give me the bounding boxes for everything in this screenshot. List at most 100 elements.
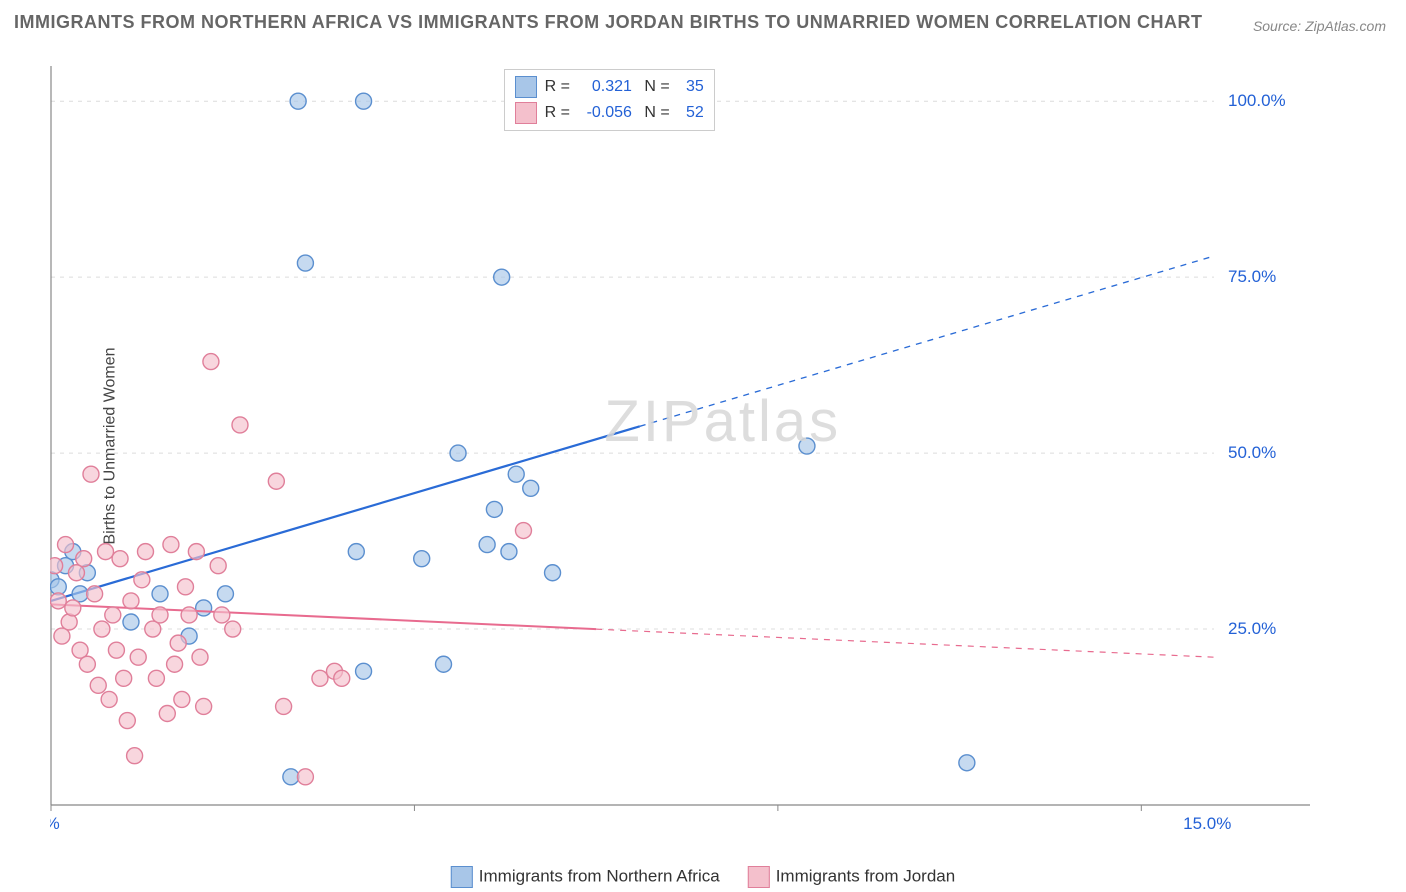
data-point bbox=[50, 558, 63, 574]
data-point bbox=[105, 607, 121, 623]
data-point bbox=[276, 698, 292, 714]
data-point bbox=[167, 656, 183, 672]
data-point bbox=[152, 586, 168, 602]
data-point bbox=[436, 656, 452, 672]
data-point bbox=[177, 579, 193, 595]
data-point bbox=[196, 698, 212, 714]
data-point bbox=[94, 621, 110, 637]
data-point bbox=[283, 769, 299, 785]
corr-n-value: 52 bbox=[678, 104, 704, 122]
data-point bbox=[486, 501, 502, 517]
legend-swatch bbox=[451, 866, 473, 888]
data-point bbox=[65, 600, 81, 616]
data-point bbox=[356, 663, 372, 679]
data-point bbox=[152, 607, 168, 623]
legend-item: Immigrants from Northern Africa bbox=[451, 866, 720, 888]
data-point bbox=[181, 607, 197, 623]
data-point bbox=[799, 438, 815, 454]
data-point bbox=[501, 544, 517, 560]
corr-r-label: R = bbox=[545, 78, 570, 96]
corr-r-value: -0.056 bbox=[578, 104, 632, 122]
corr-swatch bbox=[515, 102, 537, 124]
corr-legend-row: R = -0.056 N = 52 bbox=[515, 100, 704, 126]
x-tick-label: 15.0% bbox=[1183, 814, 1231, 833]
data-point bbox=[98, 544, 114, 560]
data-point bbox=[210, 558, 226, 574]
data-point bbox=[515, 523, 531, 539]
data-point bbox=[134, 572, 150, 588]
data-point bbox=[137, 544, 153, 560]
data-point bbox=[108, 642, 124, 658]
data-point bbox=[112, 551, 128, 567]
data-point bbox=[479, 537, 495, 553]
corr-n-label: N = bbox=[640, 104, 670, 122]
trend-line-extrapolated bbox=[596, 629, 1214, 657]
data-point bbox=[348, 544, 364, 560]
data-point bbox=[508, 466, 524, 482]
plot-area: 25.0%50.0%75.0%100.0%0.0%15.0% ZIPatlas … bbox=[50, 65, 1310, 835]
correlation-legend: R = 0.321 N = 35 R = -0.056 N = 52 bbox=[504, 69, 715, 131]
data-point bbox=[159, 706, 175, 722]
data-point bbox=[523, 480, 539, 496]
source-credit: Source: ZipAtlas.com bbox=[1253, 18, 1386, 34]
data-point bbox=[494, 269, 510, 285]
data-point bbox=[203, 354, 219, 370]
data-point bbox=[61, 614, 77, 630]
data-point bbox=[58, 537, 74, 553]
data-point bbox=[192, 649, 208, 665]
legend-item: Immigrants from Jordan bbox=[748, 866, 956, 888]
data-point bbox=[79, 656, 95, 672]
data-point bbox=[50, 593, 66, 609]
data-point bbox=[123, 593, 139, 609]
series-legend: Immigrants from Northern Africa Immigrant… bbox=[451, 866, 955, 888]
data-point bbox=[163, 537, 179, 553]
data-point bbox=[545, 565, 561, 581]
y-tick-label: 25.0% bbox=[1228, 619, 1276, 638]
y-tick-label: 75.0% bbox=[1228, 267, 1276, 286]
data-point bbox=[196, 600, 212, 616]
data-point bbox=[290, 93, 306, 109]
corr-legend-row: R = 0.321 N = 35 bbox=[515, 74, 704, 100]
y-tick-label: 100.0% bbox=[1228, 91, 1286, 110]
data-point bbox=[232, 417, 248, 433]
x-tick-label: 0.0% bbox=[50, 814, 60, 833]
scatter-chart: 25.0% 50.0% 75.0% 100.0% 0.0% 15.0% bbox=[50, 65, 1310, 835]
data-point bbox=[174, 691, 190, 707]
data-point bbox=[334, 670, 350, 686]
data-point bbox=[127, 748, 143, 764]
data-point bbox=[148, 670, 164, 686]
data-point bbox=[83, 466, 99, 482]
data-point bbox=[90, 677, 106, 693]
y-tick-label: 50.0% bbox=[1228, 443, 1276, 462]
data-point bbox=[214, 607, 230, 623]
data-point bbox=[188, 544, 204, 560]
data-point bbox=[268, 473, 284, 489]
data-point bbox=[297, 769, 313, 785]
trend-line-extrapolated bbox=[640, 256, 1214, 426]
data-point bbox=[119, 713, 135, 729]
corr-swatch bbox=[515, 76, 537, 98]
corr-n-label: N = bbox=[640, 78, 670, 96]
data-point bbox=[76, 551, 92, 567]
corr-n-value: 35 bbox=[678, 78, 704, 96]
data-point bbox=[312, 670, 328, 686]
data-point bbox=[116, 670, 132, 686]
data-point bbox=[225, 621, 241, 637]
legend-swatch bbox=[748, 866, 770, 888]
chart-title: IMMIGRANTS FROM NORTHERN AFRICA VS IMMIG… bbox=[14, 12, 1202, 33]
data-point bbox=[123, 614, 139, 630]
data-point bbox=[450, 445, 466, 461]
data-point bbox=[356, 93, 372, 109]
data-point bbox=[414, 551, 430, 567]
data-point bbox=[297, 255, 313, 271]
legend-label: Immigrants from Northern Africa bbox=[479, 866, 720, 885]
data-point bbox=[130, 649, 146, 665]
data-point bbox=[101, 691, 117, 707]
legend-label: Immigrants from Jordan bbox=[776, 866, 956, 885]
data-point bbox=[87, 586, 103, 602]
corr-r-label: R = bbox=[545, 104, 570, 122]
data-point bbox=[959, 755, 975, 771]
corr-r-value: 0.321 bbox=[578, 78, 632, 96]
data-point bbox=[217, 586, 233, 602]
data-point bbox=[170, 635, 186, 651]
